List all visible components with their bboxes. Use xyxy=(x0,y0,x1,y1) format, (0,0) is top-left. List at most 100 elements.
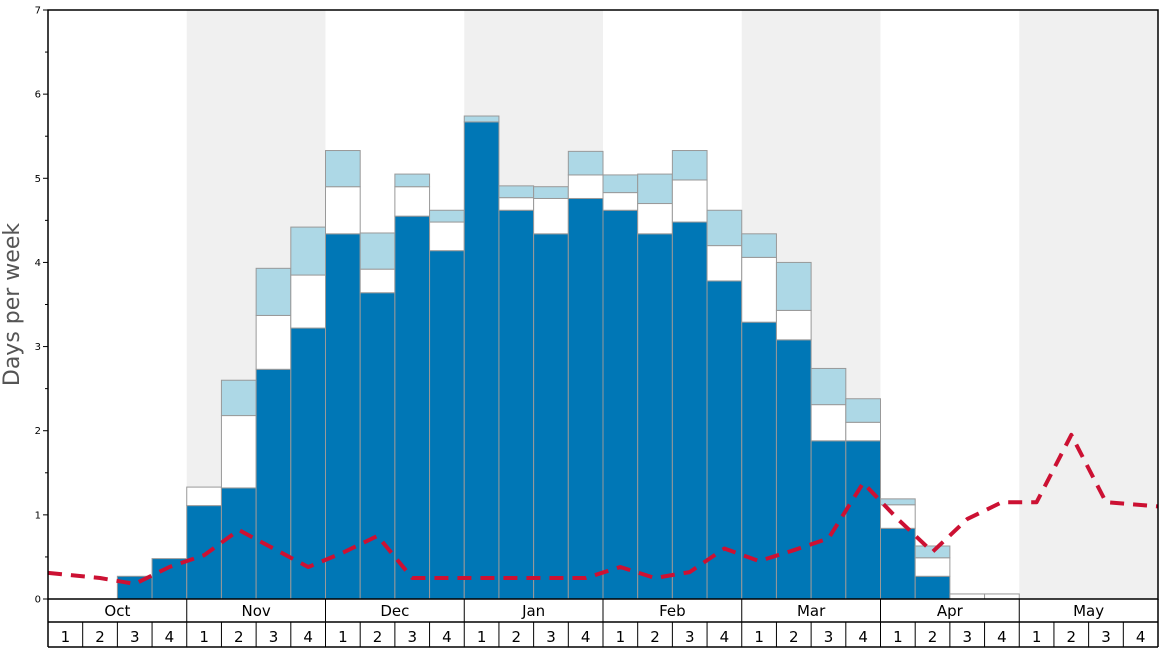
bar-segment-2 xyxy=(429,209,465,223)
bar-segment-1 xyxy=(810,404,847,442)
month-label-nov: Nov xyxy=(241,602,270,620)
week-label: 2 xyxy=(650,628,660,646)
bar-segment-1 xyxy=(429,221,465,252)
month-label-jan: Jan xyxy=(521,602,545,620)
y-tick-label: 6 xyxy=(35,90,41,101)
week-label: 4 xyxy=(997,628,1007,646)
bar-segment-0 xyxy=(741,321,777,600)
bar-segment-2 xyxy=(845,398,881,423)
week-label: 2 xyxy=(512,628,522,646)
bar-segment-1 xyxy=(845,421,881,442)
bar-segment-0 xyxy=(810,440,847,600)
week-label: 3 xyxy=(685,628,695,646)
bar-segment-0 xyxy=(463,121,500,600)
bar-segment-2 xyxy=(394,173,431,188)
bar-segment-1 xyxy=(984,593,1020,600)
bar-segment-2 xyxy=(325,150,361,188)
bar-segment-1 xyxy=(637,203,673,235)
bar-segment-1 xyxy=(671,179,708,223)
bar-segment-0 xyxy=(671,221,708,600)
bar-segment-1 xyxy=(949,593,986,600)
week-label: 1 xyxy=(1032,628,1042,646)
bar-segment-0 xyxy=(498,209,535,600)
month-label-apr: Apr xyxy=(937,602,964,620)
bar-segment-2 xyxy=(290,226,326,276)
bar-segment-1 xyxy=(255,314,292,370)
week-label: 2 xyxy=(95,628,105,646)
y-axis-title: Days per week xyxy=(0,223,25,386)
bar-segment-2 xyxy=(567,150,604,176)
bar-segment-0 xyxy=(429,250,465,600)
bar-segment-0 xyxy=(567,197,604,600)
bar-segment-1 xyxy=(914,557,951,577)
bar-segment-2 xyxy=(463,115,500,123)
bar-segment-1 xyxy=(602,192,639,211)
week-label: 3 xyxy=(130,628,140,646)
week-label: 2 xyxy=(1067,628,1077,646)
bar-segment-0 xyxy=(880,527,916,600)
month-label-feb: Feb xyxy=(659,602,686,620)
bar-segment-0 xyxy=(394,215,431,600)
bar-segment-2 xyxy=(741,233,777,258)
average-line-path xyxy=(47,432,1159,586)
week-label: 3 xyxy=(1101,628,1111,646)
bar-segment-0 xyxy=(914,575,951,600)
bar-segment-2 xyxy=(706,209,743,247)
bar-segment-0 xyxy=(220,487,257,600)
average-line xyxy=(47,432,1159,586)
bar-segment-1 xyxy=(706,245,743,282)
bar-segment-1 xyxy=(359,268,396,294)
y-tick-label: 7 xyxy=(35,6,41,17)
bar-segment-2 xyxy=(671,150,708,181)
bar-segment-1 xyxy=(394,186,431,217)
bar-segment-1 xyxy=(325,186,361,235)
bar-segment-0 xyxy=(706,280,743,600)
bar-segment-1 xyxy=(741,256,777,323)
week-label: 1 xyxy=(338,628,348,646)
bar-segment-2 xyxy=(359,232,396,270)
bar-segment-1 xyxy=(498,197,535,211)
bar-segment-1 xyxy=(186,486,222,507)
week-label: 4 xyxy=(581,628,591,646)
bar-segment-0 xyxy=(325,233,361,600)
bar-segment-2 xyxy=(775,261,812,311)
week-label: 1 xyxy=(616,628,626,646)
y-tick-label: 2 xyxy=(35,426,41,437)
y-tick-label: 4 xyxy=(35,258,41,269)
bar-segment-0 xyxy=(845,440,881,600)
week-label: 2 xyxy=(234,628,244,646)
y-tick-label: 1 xyxy=(35,510,41,521)
month-band-may xyxy=(1019,10,1158,599)
week-label: 1 xyxy=(61,628,71,646)
week-label: 4 xyxy=(720,628,730,646)
bar-segment-2 xyxy=(498,185,535,199)
y-tick-label: 3 xyxy=(35,342,41,353)
week-label: 1 xyxy=(893,628,903,646)
bar-segment-0 xyxy=(775,339,812,600)
y-tick-label: 0 xyxy=(35,595,41,606)
week-label: 3 xyxy=(546,628,556,646)
week-label: 3 xyxy=(407,628,417,646)
bar-segment-2 xyxy=(220,379,257,417)
month-label-dec: Dec xyxy=(380,602,409,620)
week-label: 1 xyxy=(754,628,764,646)
bar-segment-0 xyxy=(533,233,569,600)
week-label: 2 xyxy=(373,628,383,646)
week-label: 2 xyxy=(789,628,799,646)
week-label: 3 xyxy=(824,628,834,646)
plot-frame xyxy=(47,9,1159,600)
week-label: 1 xyxy=(477,628,487,646)
bar-segment-2 xyxy=(255,267,292,316)
bar-segment-2 xyxy=(880,498,916,506)
bar-segment-0 xyxy=(602,209,639,600)
week-label: 1 xyxy=(199,628,209,646)
bar-segment-1 xyxy=(220,415,257,489)
bar-segment-2 xyxy=(914,545,951,559)
y-tick-label: 5 xyxy=(35,174,41,185)
month-label-mar: Mar xyxy=(797,602,826,620)
week-label: 4 xyxy=(1136,628,1146,646)
bar-segment-0 xyxy=(290,327,326,600)
bar-segment-2 xyxy=(533,186,569,199)
bar-segment-1 xyxy=(567,174,604,199)
